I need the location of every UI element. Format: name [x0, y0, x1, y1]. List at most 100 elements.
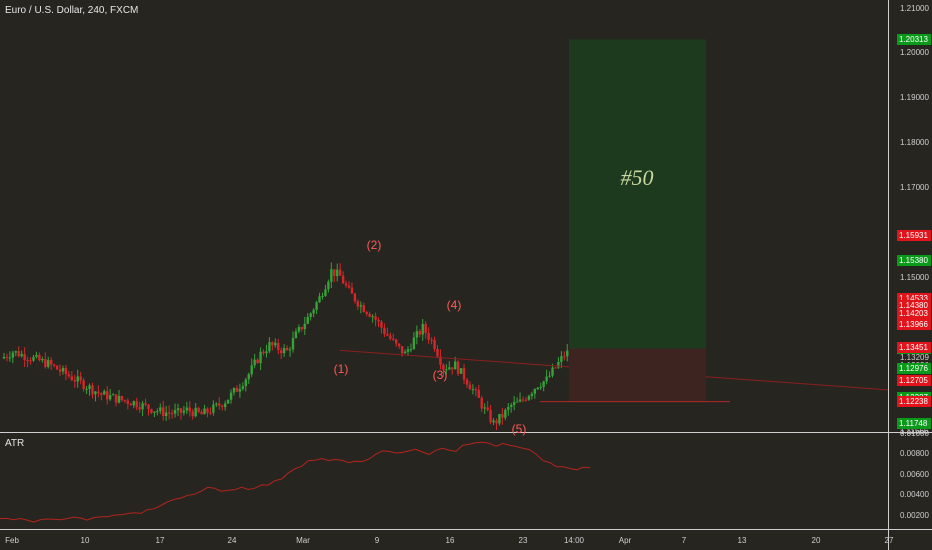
candle	[153, 411, 156, 418]
candle	[44, 352, 47, 369]
candle	[518, 392, 522, 403]
candle	[527, 394, 531, 401]
candle	[336, 263, 339, 282]
candle	[241, 382, 245, 391]
candle	[353, 292, 357, 304]
price-tick-label: 1.19000	[900, 93, 929, 103]
candle	[492, 418, 495, 425]
candle	[533, 388, 537, 399]
candle	[73, 374, 76, 388]
candle	[297, 324, 301, 334]
candle	[170, 409, 174, 419]
candle	[545, 369, 548, 385]
candle	[477, 384, 480, 399]
chart-title: Euro / U.S. Dollar, 240, FXCM	[5, 5, 139, 16]
price-tick-label: 1.20000	[900, 48, 929, 58]
candle	[495, 418, 498, 431]
candle	[259, 347, 262, 371]
candle	[91, 382, 94, 399]
candle	[256, 358, 259, 365]
price-tag: 1.11748	[897, 418, 931, 430]
price-tick-label: 1.13209	[900, 353, 929, 363]
stop-zone	[569, 348, 706, 402]
candle	[38, 352, 41, 362]
candle	[566, 344, 569, 362]
candle	[47, 356, 50, 369]
candle	[94, 390, 97, 402]
candle	[415, 325, 419, 345]
candle	[117, 389, 121, 404]
candle	[32, 354, 35, 362]
candle	[61, 365, 65, 375]
time-tick-label: Mar	[296, 536, 310, 545]
candle	[389, 332, 392, 341]
trade-annotation: #50	[620, 165, 654, 190]
candle	[41, 356, 44, 363]
candle	[515, 397, 519, 403]
candle	[162, 400, 165, 421]
candle	[100, 392, 103, 401]
candle	[542, 380, 545, 392]
candle	[486, 401, 489, 412]
candle	[347, 281, 351, 289]
candle	[451, 367, 454, 375]
candle	[108, 388, 112, 402]
candle	[530, 391, 534, 400]
candle	[300, 326, 304, 332]
wave-label: (3)	[432, 368, 448, 383]
candle	[395, 338, 398, 347]
candle	[262, 349, 265, 356]
candle	[70, 371, 74, 382]
time-tick-label: 13	[737, 536, 747, 545]
candle	[55, 365, 59, 370]
candle	[480, 395, 483, 413]
price-tag: 1.20313	[897, 33, 931, 45]
price-tick-label: 1.15000	[900, 272, 929, 282]
candle	[218, 397, 221, 410]
candle	[436, 345, 439, 359]
time-tick-label: 10	[80, 536, 90, 545]
time-tick-label: 7	[681, 536, 687, 545]
candle	[159, 403, 162, 415]
candle	[288, 346, 292, 357]
candle	[206, 407, 209, 418]
candle	[5, 353, 9, 362]
candle	[312, 308, 315, 318]
candle	[58, 364, 62, 377]
time-tick-label: Apr	[618, 536, 632, 545]
candle	[129, 402, 133, 406]
price-tick-label: 1.18000	[900, 138, 929, 148]
candle	[397, 343, 401, 349]
candle	[52, 363, 56, 368]
price-tag: 1.12238	[897, 396, 931, 408]
time-tick-label: 9	[374, 536, 380, 545]
atr-tick-label: 0.01000	[900, 429, 929, 438]
wave-label: (2)	[366, 238, 382, 253]
candle	[489, 405, 492, 425]
candle	[315, 300, 318, 315]
candle	[359, 301, 363, 314]
candle	[247, 372, 250, 384]
candle	[424, 321, 427, 339]
candle	[439, 349, 442, 370]
candle	[536, 387, 539, 391]
candle	[215, 402, 218, 408]
candle	[442, 363, 445, 377]
candle	[524, 397, 528, 402]
target-zone	[569, 39, 706, 349]
candle	[229, 389, 233, 404]
candle	[144, 398, 147, 407]
candle	[111, 393, 115, 396]
atr-indicator-label: ATR	[5, 438, 25, 449]
candle	[554, 367, 557, 369]
atr-tick-label: 0.00800	[900, 449, 929, 459]
candle	[430, 337, 433, 345]
candle	[539, 382, 542, 390]
candle	[85, 386, 88, 395]
candle	[8, 351, 12, 362]
candle	[330, 262, 333, 289]
price-tag: 1.15380	[897, 255, 931, 267]
candle	[253, 353, 256, 369]
candle	[268, 337, 271, 354]
